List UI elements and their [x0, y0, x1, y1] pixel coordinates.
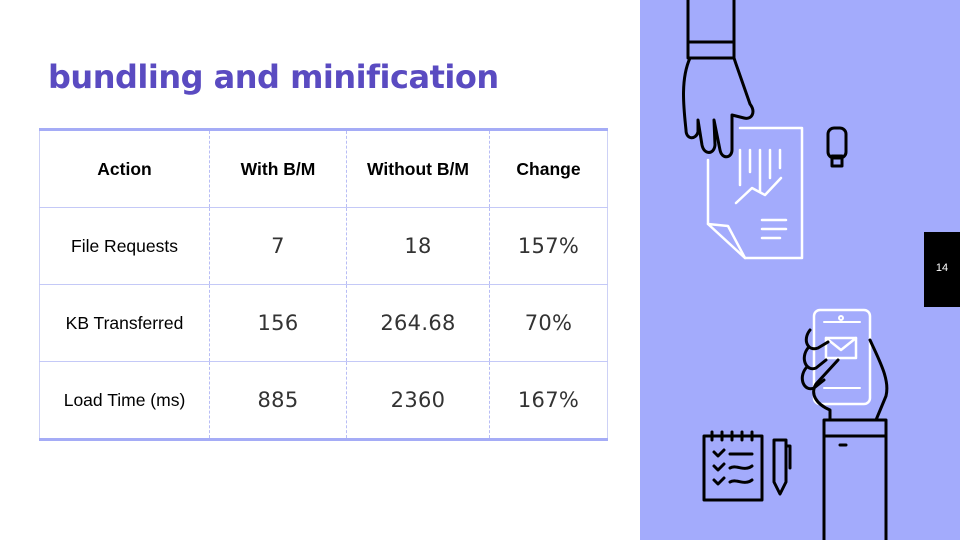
cell-with-bm: 7 [209, 207, 347, 285]
document-chart-icon [706, 126, 804, 260]
notepad-icon [702, 430, 764, 502]
cell-with-bm: 156 [209, 284, 347, 362]
slide-title: bundling and minification [48, 58, 499, 96]
cell-without-bm: 2360 [346, 361, 490, 440]
illustration [682, 0, 889, 540]
cell-change: 157% [489, 207, 608, 285]
table-row: File Requests 7 18 157% [39, 207, 608, 285]
row-label-file-requests: File Requests [39, 207, 210, 285]
usb-drive-icon [826, 126, 848, 168]
column-header-action: Action [39, 129, 210, 208]
smartphone-icon [812, 308, 872, 406]
page-number-box: 14 [924, 232, 960, 307]
table-header-row: Action With B/M Without B/M Change [39, 129, 608, 208]
hand-icon [800, 328, 889, 540]
column-header-with-bm: With B/M [209, 129, 347, 208]
pen-icon [772, 438, 792, 496]
table-row: KB Transferred 156 264.68 70% [39, 284, 608, 362]
hand-icon [682, 0, 755, 159]
row-label-kb-transferred: KB Transferred [39, 284, 210, 362]
illustration-panel [640, 0, 960, 540]
column-header-change: Change [489, 129, 608, 208]
cell-without-bm: 18 [346, 207, 490, 285]
cell-with-bm: 885 [209, 361, 347, 440]
column-header-without-bm: Without B/M [346, 129, 490, 208]
email-icon [824, 336, 858, 360]
cell-change: 167% [517, 388, 580, 412]
row-label-load-time: Load Time (ms) [39, 361, 210, 440]
table-row: Load Time (ms) 885 2360 167% [39, 361, 608, 440]
cell-change: 70% [489, 284, 608, 362]
cell-without-bm: 264.68 [346, 284, 490, 362]
comparison-table: Action With B/M Without B/M Change File … [39, 128, 608, 441]
page-number: 14 [935, 262, 949, 274]
